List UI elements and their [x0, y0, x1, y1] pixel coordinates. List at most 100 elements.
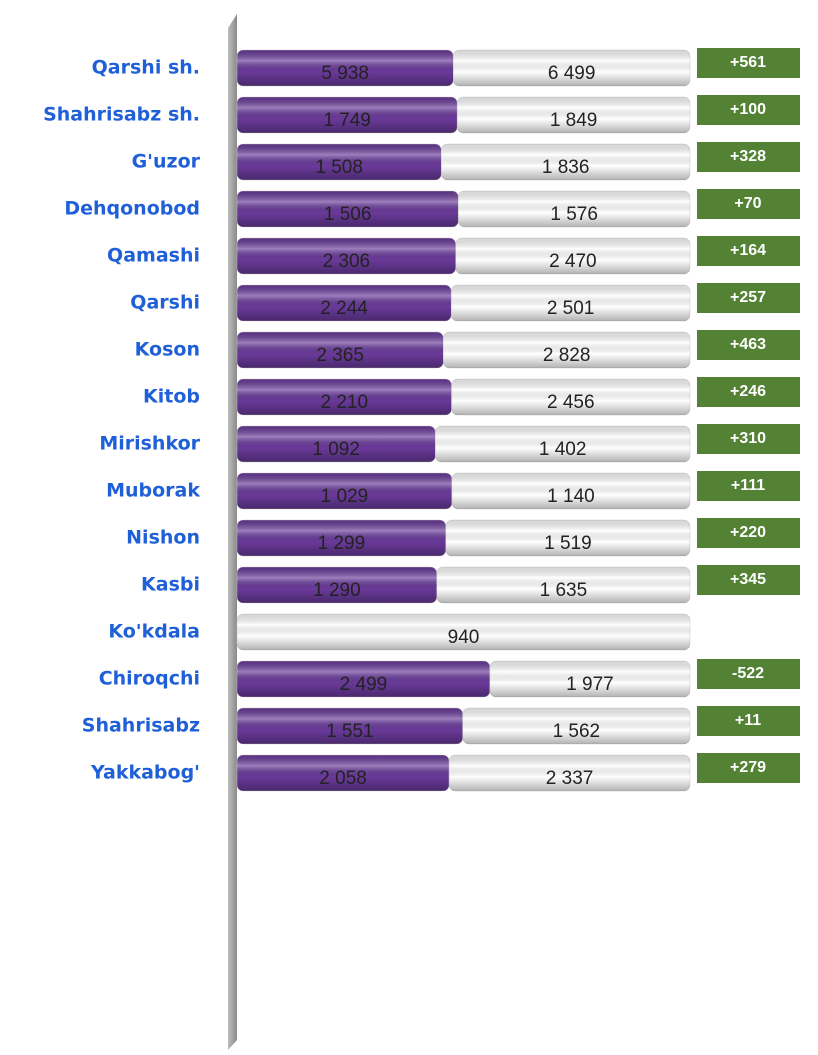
bar-shade [436, 567, 690, 603]
value-label: 2 828 [543, 345, 591, 366]
difference-box [697, 189, 800, 219]
value-label: 2 470 [549, 251, 597, 272]
value-label: 5 938 [321, 63, 369, 84]
bar-shade [237, 661, 490, 697]
value-label: 2 456 [547, 392, 595, 413]
bar-shade [237, 144, 442, 180]
category-label: G'uzor [132, 151, 201, 173]
value-label: 2 499 [340, 674, 388, 695]
bar-shade [237, 755, 450, 791]
value-label: 2 058 [319, 768, 367, 789]
difference-box [697, 330, 800, 360]
value-label: 1 635 [540, 580, 588, 601]
bar-shade [455, 238, 690, 274]
bar-shade [441, 144, 690, 180]
difference-box [697, 753, 800, 783]
bar-shade [457, 97, 690, 133]
bar-shade [237, 473, 452, 509]
difference-label: +11 [735, 712, 761, 729]
bar-shade [451, 285, 690, 321]
value-label: 2 365 [316, 345, 364, 366]
category-label: Nishon [126, 527, 200, 549]
bar-shade [435, 426, 690, 462]
bar-shade [237, 332, 444, 368]
bar-shade [237, 520, 446, 556]
difference-label: +246 [730, 383, 766, 400]
difference-label: +310 [730, 430, 766, 447]
category-label: Koson [135, 339, 200, 361]
difference-box [697, 706, 800, 736]
category-label: Chiroqchi [99, 668, 200, 690]
bar-shade [443, 332, 690, 368]
bar-shade [237, 708, 463, 744]
category-label: Muborak [106, 480, 200, 502]
bar-shade [237, 191, 459, 227]
bar-shade [237, 567, 437, 603]
bar-shade [237, 285, 452, 321]
category-label: Shahrisabz [82, 715, 200, 737]
difference-label: +220 [730, 524, 766, 541]
category-label: Yakkabog' [90, 762, 200, 784]
difference-label: +164 [730, 242, 766, 259]
category-label: Mirishkor [99, 433, 200, 455]
bar-shade [458, 191, 690, 227]
value-label: 1 508 [315, 157, 363, 178]
bar-shade [445, 520, 690, 556]
difference-label: +345 [730, 571, 766, 588]
value-label: 2 501 [547, 298, 595, 319]
bar-shade [453, 50, 690, 86]
difference-box [697, 471, 800, 501]
difference-box [697, 565, 800, 595]
difference-box [697, 424, 800, 454]
difference-label: +257 [730, 289, 766, 306]
value-label: 940 [448, 627, 480, 648]
category-label: Shahrisabz sh. [43, 104, 200, 126]
value-label: 1 551 [326, 721, 374, 742]
difference-label: +279 [730, 759, 766, 776]
difference-box [697, 377, 800, 407]
category-label: Kasbi [141, 574, 200, 596]
category-label: Kitob [143, 386, 200, 408]
category-label: Qamashi [107, 245, 200, 267]
bar-shade [462, 708, 690, 744]
value-label: 2 337 [546, 768, 594, 789]
category-label: Qarshi sh. [92, 57, 200, 79]
value-label: 1 749 [323, 110, 371, 131]
value-label: 1 290 [313, 580, 361, 601]
difference-box [697, 518, 800, 548]
value-label: 1 029 [321, 486, 369, 507]
category-label: Dehqonobod [64, 198, 200, 220]
value-label: 1 506 [324, 204, 372, 225]
difference-label: +111 [731, 477, 765, 494]
value-label: 1 836 [542, 157, 590, 178]
bar-shade [237, 238, 456, 274]
category-label: Ko'kdala [108, 621, 200, 643]
value-label: 6 499 [548, 63, 596, 84]
difference-box [697, 48, 800, 78]
difference-label: +463 [730, 336, 766, 353]
value-label: 1 140 [547, 486, 595, 507]
difference-box [697, 236, 800, 266]
bar-shade [237, 379, 452, 415]
bar-shade [489, 661, 690, 697]
value-label: 1 562 [553, 721, 601, 742]
value-label: 2 244 [320, 298, 368, 319]
difference-label: -522 [732, 665, 764, 682]
category-label: Qarshi [130, 292, 200, 314]
axis-wall [228, 14, 237, 1050]
value-label: 2 210 [321, 392, 369, 413]
bar-shade [237, 50, 454, 86]
difference-box [697, 95, 800, 125]
value-label: 1 849 [550, 110, 598, 131]
difference-label: +100 [730, 101, 766, 118]
value-label: 1 576 [550, 204, 598, 225]
bar-shade [237, 426, 436, 462]
bar-shade [451, 473, 690, 509]
value-label: 1 299 [318, 533, 366, 554]
difference-label: +70 [734, 195, 761, 212]
value-label: 2 306 [323, 251, 371, 272]
bar-shade [449, 755, 690, 791]
difference-label: +328 [730, 148, 766, 165]
